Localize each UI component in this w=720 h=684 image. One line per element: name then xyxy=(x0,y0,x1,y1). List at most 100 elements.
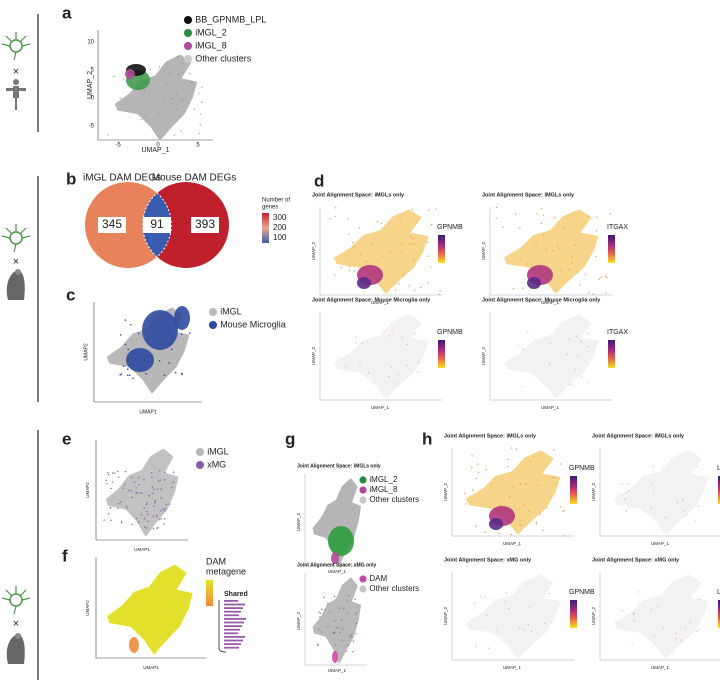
cell-dot xyxy=(512,287,515,290)
cluster-patch xyxy=(331,552,339,564)
cell-dot xyxy=(339,631,341,634)
cell-dot xyxy=(406,364,408,367)
cell-dot xyxy=(605,275,607,277)
cell-dot xyxy=(525,483,527,485)
cell-dot xyxy=(575,335,577,337)
cell-dot xyxy=(162,333,164,335)
y-axis-title: UMAP_2 xyxy=(443,483,448,502)
cell-dot xyxy=(548,362,551,365)
color-bar xyxy=(438,340,445,368)
y-axis-title: UMAP_2 xyxy=(87,71,94,99)
cell-dot xyxy=(537,484,539,486)
x-axis-title: UMAP_1 xyxy=(541,405,560,410)
cell-dot xyxy=(158,66,161,68)
cell-dot xyxy=(333,631,335,634)
cell-cloud xyxy=(334,209,429,294)
cell-dot xyxy=(160,510,162,512)
cell-dot xyxy=(579,284,581,286)
cell-dot xyxy=(168,503,171,505)
cell-dot xyxy=(110,487,112,490)
cell-dot xyxy=(512,486,515,488)
cell-dot xyxy=(401,252,403,254)
cell-dot xyxy=(139,492,141,494)
plot-title: Joint Alignment Space: xMG only xyxy=(297,562,376,568)
cell-dot xyxy=(376,220,379,223)
plot-title: Joint Alignment Space: Mouse Microglia o… xyxy=(482,297,601,303)
cell-dot xyxy=(559,248,561,250)
cell-cloud xyxy=(466,450,561,535)
cell-dot xyxy=(633,613,635,615)
legend-label: Mouse Microglia xyxy=(220,319,286,329)
cell-dot xyxy=(417,371,419,373)
cell-dot xyxy=(539,513,542,515)
cell-dot xyxy=(350,633,353,635)
cell-dot xyxy=(576,271,579,273)
cell-dot xyxy=(180,333,183,335)
cell-dot xyxy=(163,523,165,525)
color-bar xyxy=(206,580,213,606)
cell-dot xyxy=(472,489,474,491)
color-bar xyxy=(570,600,577,628)
legend-dot xyxy=(195,447,205,457)
cell-dot xyxy=(427,255,429,257)
cell-dot xyxy=(172,335,175,338)
cell-dot xyxy=(696,630,698,633)
gene-label: ITGAX xyxy=(607,224,628,231)
cell-dot xyxy=(140,119,142,121)
gene-label: GPNMB xyxy=(569,589,595,596)
cell-dot xyxy=(563,510,565,512)
cell-dot xyxy=(133,481,136,483)
cell-dot xyxy=(171,486,173,489)
cell-dot xyxy=(163,518,166,520)
cell-dot xyxy=(111,481,114,483)
cell-dot xyxy=(398,283,400,285)
cell-dot xyxy=(163,97,165,99)
x-tick-label: 5 xyxy=(196,143,200,149)
cell-dot xyxy=(544,622,546,625)
scale-tick: 300 xyxy=(273,213,287,222)
cell-dot xyxy=(103,519,105,521)
cell-dot xyxy=(327,602,329,605)
cell-dot xyxy=(495,217,497,220)
cell-dot xyxy=(124,471,127,473)
cell-dot xyxy=(198,92,200,94)
cell-dot xyxy=(507,465,509,468)
cell-dot xyxy=(131,476,133,479)
cell-dot xyxy=(352,651,354,653)
cell-dot xyxy=(172,471,175,473)
legend-title: metagene xyxy=(206,566,246,576)
cell-dot xyxy=(338,607,341,609)
cell-dot xyxy=(653,635,655,637)
cell-dot xyxy=(199,124,201,126)
cell-dot xyxy=(359,253,362,256)
panel-label: f xyxy=(62,546,68,565)
cell-dot xyxy=(402,274,405,276)
cell-dot xyxy=(411,208,414,210)
x-axis-title: UMAP_1 xyxy=(541,300,560,305)
cell-dot xyxy=(124,319,127,321)
cell-dot xyxy=(164,471,166,474)
cell-dot xyxy=(548,592,550,595)
cell-dot xyxy=(568,268,570,271)
cell-dot xyxy=(352,241,354,244)
cell-dot xyxy=(341,628,343,630)
cell-dot xyxy=(191,81,193,83)
mouse-icon: × xyxy=(1,586,31,664)
cell-dot xyxy=(510,533,513,536)
list-title: Shared xyxy=(224,591,248,598)
cell-dot xyxy=(542,529,544,532)
cell-dot xyxy=(560,463,562,465)
plot-title: Joint Alignment Space: iMGLs only xyxy=(297,463,381,469)
cell-dot xyxy=(697,505,699,507)
cell-dot xyxy=(475,477,478,479)
gene-list-item xyxy=(224,625,242,627)
cell-dot xyxy=(598,278,601,281)
x-axis-title: UMAP1 xyxy=(134,547,150,552)
cell-dot xyxy=(519,627,521,629)
cell-dot xyxy=(507,458,509,461)
cell-dot xyxy=(580,340,582,343)
cell-dot xyxy=(107,474,110,476)
cell-dot xyxy=(508,607,510,610)
cell-dot xyxy=(347,644,349,647)
cell-dot xyxy=(113,76,115,78)
